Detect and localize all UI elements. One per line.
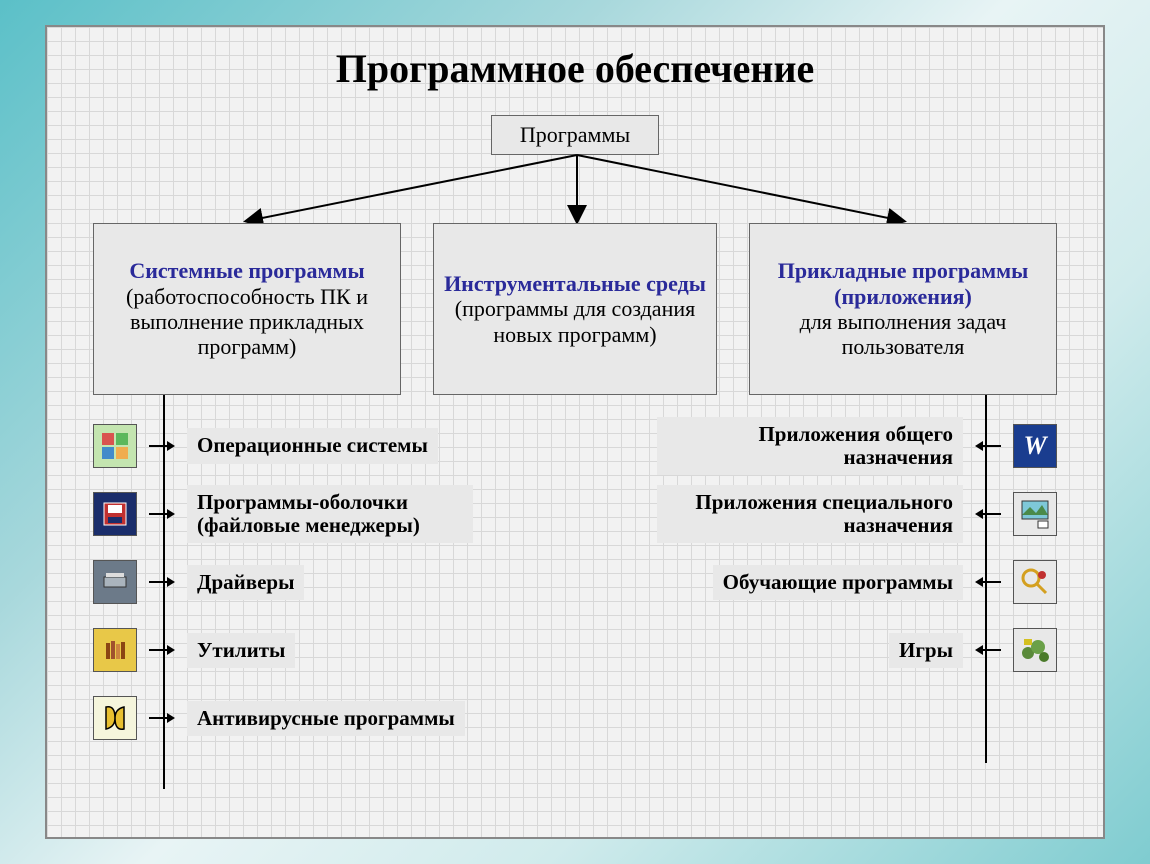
- antivirus-icon: [93, 696, 137, 740]
- root-label: Программы: [498, 122, 652, 148]
- arrow-icon: [149, 439, 175, 453]
- item-label: Обучающие программы: [713, 565, 963, 600]
- game-icon: [1013, 628, 1057, 672]
- list-item: Драйверы: [93, 553, 473, 611]
- scanner-icon: [93, 560, 137, 604]
- category-head: Инструментальные среды: [440, 271, 710, 296]
- category-head: Прикладные программы (приложения): [756, 258, 1050, 309]
- item-label: Приложения специального назначения: [657, 485, 963, 543]
- arrow-icon: [975, 575, 1001, 589]
- list-item: Приложения специального назначения: [657, 485, 1057, 543]
- category-tools: Инструментальные среды (программы для со…: [433, 223, 717, 395]
- item-label: Драйверы: [187, 565, 304, 600]
- list-item: Операционные системы: [93, 417, 473, 475]
- list-item: Антивирусные программы: [93, 689, 473, 747]
- list-item: Игры: [657, 621, 1057, 679]
- category-head: Системные программы: [100, 258, 394, 283]
- item-label: Операционные системы: [187, 428, 438, 463]
- archive-icon: [93, 628, 137, 672]
- item-label: Утилиты: [187, 633, 295, 668]
- category-sub: для выполнения задач пользователя: [756, 309, 1050, 360]
- arrow-icon: [149, 711, 175, 725]
- item-label: Приложения общего назначения: [657, 417, 963, 475]
- arrow-icon: [975, 507, 1001, 521]
- arrow-icon: [975, 643, 1001, 657]
- category-sub: (работоспособность ПК и выполнение прикл…: [100, 284, 394, 360]
- list-item: Обучающие программы: [657, 553, 1057, 611]
- arrow-icon: [149, 575, 175, 589]
- category-sub: (программы для создания новых программ): [440, 296, 710, 347]
- list-item: Программы-оболочки (файловые менеджеры): [93, 485, 473, 543]
- word-icon: W: [1013, 424, 1057, 468]
- arrow-icon: [149, 643, 175, 657]
- arrow-icon: [149, 507, 175, 521]
- page-title: Программное обеспечение: [47, 45, 1103, 92]
- category-system: Системные программы (работоспособность П…: [93, 223, 401, 395]
- item-label: Программы-оболочки (файловые менеджеры): [187, 485, 473, 543]
- root-node: Программы: [491, 115, 659, 155]
- floppy-icon: [93, 492, 137, 536]
- list-apps: W Приложения общего назначения Приложени…: [657, 417, 1057, 689]
- list-item: W Приложения общего назначения: [657, 417, 1057, 475]
- arrow-icon: [975, 439, 1001, 453]
- category-apps: Прикладные программы (приложения) для вы…: [749, 223, 1057, 395]
- image-app-icon: [1013, 492, 1057, 536]
- list-system: Операционные системы Программы-оболочки …: [93, 417, 473, 757]
- windows-icon: [93, 424, 137, 468]
- list-item: Утилиты: [93, 621, 473, 679]
- diagram-panel: Программное обеспечение Программы Систем…: [45, 25, 1105, 839]
- item-label: Антивирусные программы: [187, 701, 465, 736]
- item-label: Игры: [889, 633, 963, 668]
- search-icon: [1013, 560, 1057, 604]
